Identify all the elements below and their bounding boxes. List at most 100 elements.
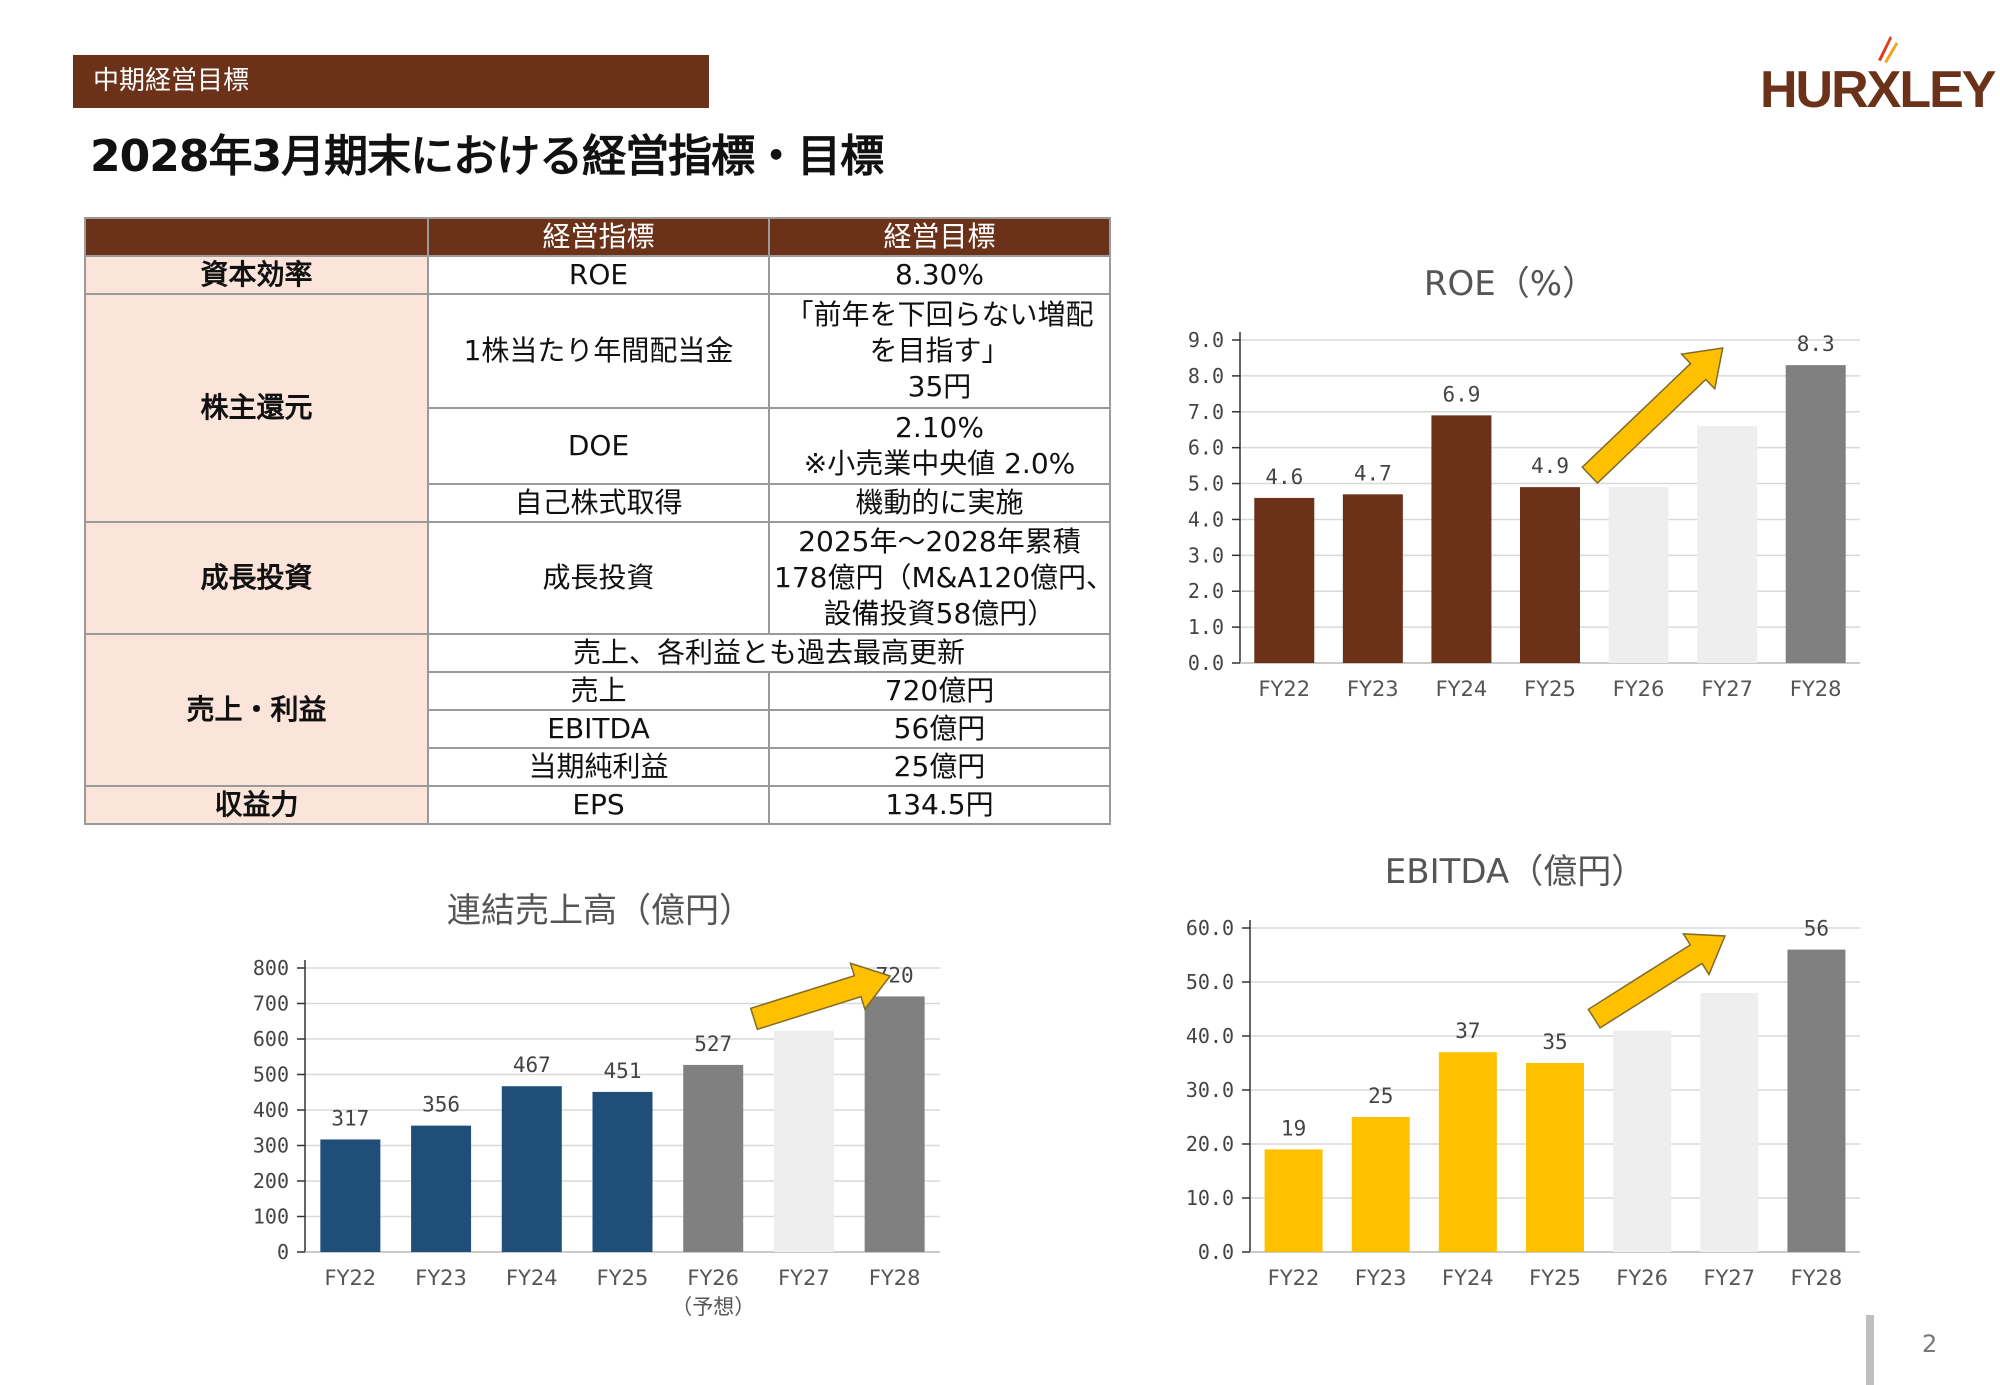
metric-growth: 成長投資 xyxy=(427,521,770,635)
table-header-target: 経営目標 xyxy=(768,217,1111,257)
table-row: 自己株式取得 機動的に実施 xyxy=(85,483,1111,523)
ebitda-x-tick-label: FY23 xyxy=(1355,1266,1407,1290)
sales-bar-FY28 xyxy=(864,996,925,1252)
logo-flame-icon xyxy=(1878,36,1898,63)
roe-y-tick-label: 4.0 xyxy=(1188,507,1224,531)
table-row: 資本効率 ROE 8.30% xyxy=(84,255,1111,295)
target-growth-line1: 2025年～2028年累積 xyxy=(798,525,1081,558)
sales-data-label: 467 xyxy=(513,1053,551,1077)
target-doe: 2.10% ※小売業中央値 2.0% xyxy=(768,407,1111,485)
target-dividend-line2: を目指す」 xyxy=(869,334,1010,367)
metric-dividend: 1株当たり年間配当金 xyxy=(427,293,770,409)
sales-y-tick-label: 500 xyxy=(253,1063,289,1087)
roe-data-label: 4.6 xyxy=(1265,465,1303,489)
ebitda-x-tick-label: FY27 xyxy=(1703,1266,1755,1290)
roe-chart-title: ROE（%） xyxy=(1424,264,1596,304)
target-doe-line1: 2.10% xyxy=(895,411,984,444)
logo-text: HURXLEY xyxy=(1760,61,1996,119)
roe-data-label: 8.3 xyxy=(1797,332,1835,356)
table-row: DOE 2.10% ※小売業中央値 2.0% xyxy=(85,407,1111,485)
sales-x-tick-label: FY26 xyxy=(687,1266,739,1290)
roe-y-tick-label: 8.0 xyxy=(1188,364,1224,388)
sales-x-tick-label: FY28 xyxy=(869,1266,921,1290)
target-buyback: 機動的に実施 xyxy=(768,483,1111,523)
ebitda-chart: EBITDA（億円） 0.0 10.0 20.0 30.0 40.0 50.0 60.0 19 F… xyxy=(1140,840,1880,1300)
roe-x-tick-label: FY25 xyxy=(1524,677,1576,701)
roe-y-tick-label: 3.0 xyxy=(1188,543,1224,567)
table-header-blank xyxy=(84,217,429,257)
ebitda-data-label: 25 xyxy=(1368,1084,1393,1108)
target-netincome: 25億円 xyxy=(768,747,1111,787)
sales-y-tick-label: 300 xyxy=(253,1134,289,1158)
roe-x-tick-label: FY22 xyxy=(1258,677,1310,701)
sales-bar-FY26 xyxy=(683,1064,744,1252)
ebitda-data-label: 37 xyxy=(1455,1019,1480,1043)
target-dividend-line3: 35円 xyxy=(907,370,972,403)
sales-x-tick-label: FY24 xyxy=(506,1266,558,1290)
category-growth: 成長投資 xyxy=(84,521,429,635)
roe-data-label: 4.9 xyxy=(1531,454,1569,478)
target-dividend: 「前年を下回らない増配 を目指す」 35円 xyxy=(768,293,1111,409)
ebitda-bar-FY27 xyxy=(1700,992,1759,1252)
roe-data-label: 6.9 xyxy=(1442,382,1480,406)
ebitda-bar-FY26 xyxy=(1613,1030,1672,1252)
target-growth: 2025年～2028年累積 178億円（M&A120億円、 設備投資58億円） xyxy=(768,521,1115,635)
sales-svg: 連結売上高（億円） 0 100 200 300 400 500 600 700 800 317 FY2… xyxy=(253,891,940,1319)
roe-y-tick-label: 0.0 xyxy=(1188,651,1224,675)
roe-y-tick-label: 1.0 xyxy=(1188,615,1224,639)
ebitda-svg: EBITDA（億円） 0.0 10.0 20.0 30.0 40.0 50.0 60.0 19 F… xyxy=(1186,852,1860,1290)
category-earnings: 収益力 xyxy=(84,785,429,825)
sales-bar-FY23 xyxy=(411,1125,472,1252)
category-sales-profit: 売上・利益 xyxy=(84,633,429,787)
table-row: 売上 720億円 xyxy=(85,671,1111,711)
roe-bar-FY25 xyxy=(1520,487,1580,663)
roe-chart: ROE（%） 0.0 1.0 2.0 3.0 4.0 5.0 6.0 7.0 8.0 9.0 4.6 F… xyxy=(1140,255,1860,715)
ebitda-y-tick-label: 20.0 xyxy=(1186,1132,1234,1156)
ebitda-chart-title: EBITDA（億円） xyxy=(1385,852,1645,892)
sales-bar-FY27 xyxy=(773,1030,834,1252)
ebitda-bar-FY23 xyxy=(1351,1117,1410,1252)
roe-svg: ROE（%） 0.0 1.0 2.0 3.0 4.0 5.0 6.0 7.0 8.0 9.0 4.6 F… xyxy=(1188,264,1860,701)
roe-y-tick-label: 7.0 xyxy=(1188,400,1224,424)
roe-bar-FY26 xyxy=(1608,487,1669,663)
target-growth-line3: 設備投資58億円） xyxy=(823,597,1056,630)
metric-doe: DOE xyxy=(427,407,770,485)
roe-y-tick-label: 5.0 xyxy=(1188,472,1224,496)
ebitda-x-tick-label: FY24 xyxy=(1442,1266,1494,1290)
sales-x-sub-label: （予想） xyxy=(671,1295,755,1319)
table-header-row: 経営指標 経営目標 xyxy=(84,217,1111,257)
metric-buyback: 自己株式取得 xyxy=(427,483,770,523)
sales-x-tick-label: FY23 xyxy=(415,1266,467,1290)
ebitda-x-tick-label: FY26 xyxy=(1616,1266,1668,1290)
page-divider xyxy=(1866,1315,1874,1385)
ebitda-data-label: 35 xyxy=(1542,1030,1567,1054)
roe-y-tick-label: 9.0 xyxy=(1188,328,1224,352)
ebitda-data-label: 19 xyxy=(1281,1116,1306,1140)
ebitda-data-label: 56 xyxy=(1804,917,1829,941)
target-growth-line2: 178億円（M&A120億円、 xyxy=(774,561,1115,594)
target-dividend-line1: 「前年を下回らない増配 xyxy=(785,298,1094,331)
ebitda-y-tick-label: 50.0 xyxy=(1186,970,1234,994)
sales-y-tick-label: 600 xyxy=(253,1027,289,1051)
sales-chart-title: 連結売上高（億円） xyxy=(447,891,753,931)
sales-y-tick-label: 800 xyxy=(253,956,289,980)
ebitda-x-tick-label: FY25 xyxy=(1529,1266,1581,1290)
sales-bar-FY25 xyxy=(592,1091,653,1252)
ebitda-x-tick-label: FY28 xyxy=(1791,1266,1843,1290)
sales-chart: 連結売上高（億円） 0 100 200 300 400 500 600 700 800 317 FY2… xyxy=(200,880,980,1330)
ebitda-y-tick-label: 10.0 xyxy=(1186,1186,1234,1210)
kpi-table: 経営指標 経営目標 資本効率 ROE 8.30% 株主還元 1株当たり年間配当金… xyxy=(84,217,1115,825)
ebitda-y-tick-label: 60.0 xyxy=(1186,916,1234,940)
sales-y-tick-label: 400 xyxy=(253,1098,289,1122)
sales-y-tick-label: 700 xyxy=(253,992,289,1016)
sales-data-label: 451 xyxy=(604,1059,642,1083)
category-capital: 資本効率 xyxy=(84,255,429,295)
ebitda-y-tick-label: 30.0 xyxy=(1186,1078,1234,1102)
table-row: 株主還元 1株当たり年間配当金 「前年を下回らない増配 を目指す」 35円 xyxy=(84,293,1111,523)
page-number: 2 xyxy=(1922,1330,1938,1358)
sales-y-tick-label: 0 xyxy=(277,1240,289,1264)
table-row: 当期純利益 25億円 xyxy=(85,747,1111,787)
table-row: EBITDA 56億円 xyxy=(85,709,1111,749)
ebitda-y-tick-label: 40.0 xyxy=(1186,1024,1234,1048)
target-ebitda: 56億円 xyxy=(768,709,1111,749)
